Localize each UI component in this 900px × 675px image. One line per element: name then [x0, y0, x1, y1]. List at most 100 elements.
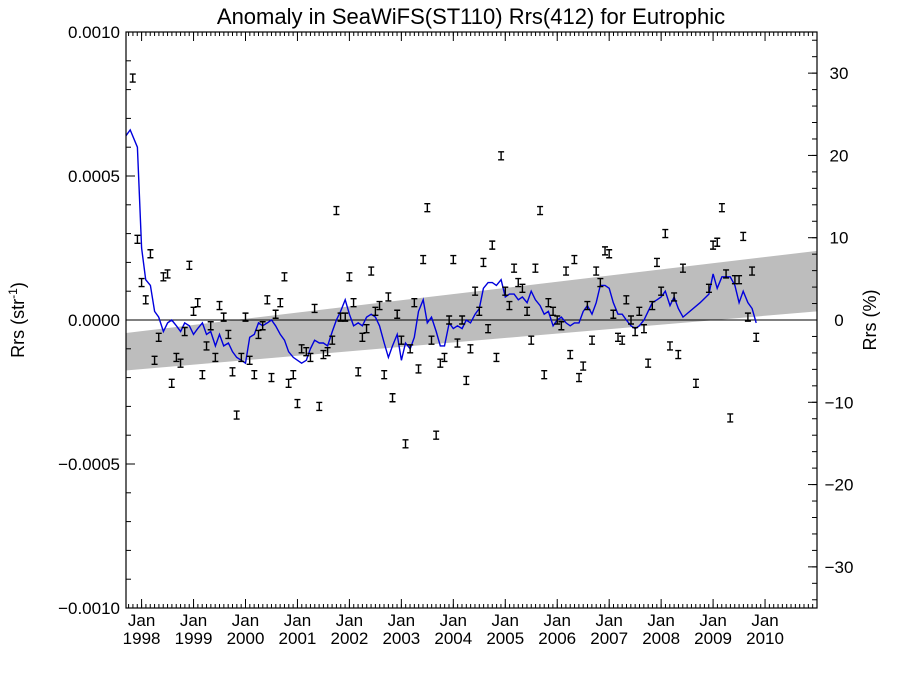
data-point [749, 266, 756, 276]
data-point [411, 298, 418, 308]
data-point [662, 228, 669, 239]
left-tick-label: −0.0005 [58, 455, 120, 474]
data-point [511, 263, 518, 273]
data-point [502, 286, 509, 296]
x-tick-label-month: Jan [232, 611, 259, 630]
x-tick-label-month: Jan [336, 611, 363, 630]
data-point [385, 292, 392, 302]
data-point [636, 306, 643, 317]
data-point [714, 237, 721, 247]
x-axis: Jan1998Jan1999Jan2000Jan2001Jan2002Jan20… [123, 32, 818, 648]
data-point [424, 202, 431, 213]
data-point [311, 303, 318, 314]
data-point [459, 315, 466, 325]
data-point [290, 370, 297, 380]
data-point [238, 352, 245, 363]
data-point [246, 355, 253, 366]
data-point [476, 306, 483, 317]
data-point [640, 323, 647, 334]
data-point [190, 306, 197, 317]
trend-band-polygon [126, 250, 817, 371]
data-point [584, 300, 591, 311]
data-point [441, 352, 448, 363]
data-point [736, 274, 743, 285]
data-point [398, 335, 405, 345]
data-point [433, 430, 440, 440]
data-point [203, 341, 210, 351]
data-point [558, 321, 565, 331]
data-point [194, 298, 201, 308]
data-point [541, 370, 548, 380]
data-point [207, 321, 214, 331]
x-tick-label-year: 1998 [123, 629, 161, 648]
data-point [619, 335, 626, 345]
x-tick-label-year: 2001 [279, 629, 317, 648]
x-tick-label-year: 2002 [330, 629, 368, 648]
x-tick-label-month: Jan [544, 611, 571, 630]
data-point [307, 352, 314, 363]
data-point [151, 355, 158, 366]
data-point [368, 266, 375, 276]
data-point [710, 240, 717, 250]
data-point [355, 367, 362, 377]
data-point [402, 439, 409, 449]
x-tick-label-month: Jan [699, 611, 726, 630]
data-point [381, 370, 388, 380]
data-point [363, 323, 370, 334]
data-point [138, 277, 145, 288]
chart-title: Anomaly in SeaWiFS(ST110) Rrs(412) for E… [217, 4, 725, 29]
data-point [320, 349, 327, 360]
data-point [298, 344, 305, 354]
x-tick-label-year: 2005 [486, 629, 524, 648]
data-point [420, 254, 427, 265]
right-tick-label: 10 [830, 229, 849, 248]
x-tick-label-month: Jan [128, 611, 155, 630]
data-point [294, 398, 301, 409]
x-tick-label-year: 2000 [227, 629, 265, 648]
data-point [407, 344, 414, 354]
x-tick-label-year: 2009 [694, 629, 732, 648]
data-point [563, 266, 570, 276]
data-point [632, 326, 639, 337]
data-point [225, 329, 232, 340]
data-point [653, 257, 660, 268]
data-point [164, 269, 171, 279]
data-point [571, 254, 578, 265]
x-tick-label-month: Jan [492, 611, 519, 630]
data-point [259, 321, 266, 331]
data-point [376, 300, 383, 311]
right-tick-label: −30 [825, 558, 854, 577]
data-point [580, 361, 587, 371]
data-point [519, 283, 526, 294]
data-point [316, 401, 323, 412]
data-point [593, 266, 600, 276]
data-point [744, 312, 751, 322]
data-point [233, 410, 240, 420]
data-point [437, 358, 444, 368]
data-point [610, 309, 617, 319]
data-point [576, 372, 583, 383]
data-point [515, 277, 522, 288]
data-point [220, 312, 227, 322]
data-point [675, 349, 682, 360]
data-point [186, 260, 193, 270]
x-tick-label-month: Jan [284, 611, 311, 630]
data-point [537, 205, 544, 216]
data-point [324, 346, 331, 357]
left-tick-label: −0.0010 [58, 599, 120, 618]
data-point [168, 378, 175, 389]
data-point [467, 344, 474, 354]
data-point [177, 358, 184, 368]
data-point [489, 240, 496, 250]
data-point [597, 277, 604, 288]
data-point [671, 292, 678, 302]
data-point [346, 272, 353, 282]
right-tick-label: 20 [830, 146, 849, 165]
right-tick-label: −10 [825, 393, 854, 412]
data-point [303, 346, 310, 357]
right-tick-label: −20 [825, 476, 854, 495]
data-point [415, 364, 422, 374]
data-point [251, 370, 258, 380]
data-point [666, 341, 673, 351]
